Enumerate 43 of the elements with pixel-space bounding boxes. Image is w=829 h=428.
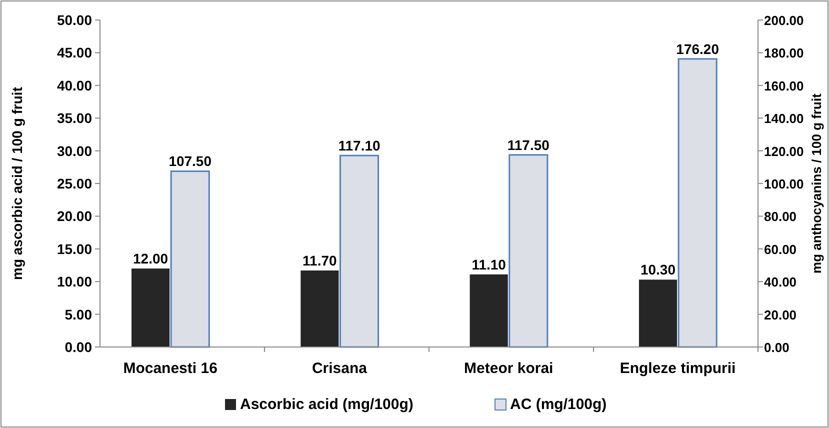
x-tick-label: Crisana [312,360,368,377]
y-tick-label: 50.00 [56,12,92,28]
x-tick-label: Mocanesti 16 [123,360,218,377]
y2-tick-label: 200.00 [764,13,804,28]
y2-tick-label: 140.00 [764,111,804,126]
y2-tick-label: 20.00 [764,307,797,322]
y-axis-title: mg ascorbic acid / 100 g fruit [9,86,25,280]
y-tick-label: 15.00 [56,240,92,257]
x-tick-label: Engleze timpurii [620,360,736,377]
bar [170,170,210,348]
y2-tick-label: 80.00 [764,209,797,224]
bar [339,154,380,348]
y-tick-label: 10.00 [56,274,92,290]
x-tick-label: Meteor korai [464,360,554,377]
y2-tick-label: 0.00 [764,340,790,355]
data-label: 11.70 [302,252,338,268]
bar [508,154,548,348]
data-label: 10.30 [640,262,676,278]
y2-tick-label: 60.00 [764,242,797,257]
data-label: 176.20 [676,40,720,57]
y-tick-label: 5.00 [64,306,92,322]
y-tick-label: 35.00 [56,110,92,126]
data-label: 117.10 [338,138,380,154]
y2-tick-label: 100.00 [764,176,804,192]
y2-axis-title: mg anthocyanins / 100 g fruit [809,92,824,274]
data-label: 107.50 [168,153,212,170]
y2-tick-label: 160.00 [764,78,804,94]
y-tick-label: 20.00 [56,208,92,224]
data-label: 117.50 [507,136,550,153]
data-label: 12.00 [133,250,168,267]
y-tick-label: 0.00 [64,339,92,355]
legend-label: Ascorbic acid (mg/100g) [240,396,414,413]
data-label: 11.10 [472,256,506,272]
y-tick-label: 30.00 [56,142,92,159]
y-tick-label: 45.00 [56,44,92,61]
bar [678,58,718,348]
bar [638,280,678,347]
legend-label: AC (mg/100g) [510,396,607,413]
y2-tick-label: 40.00 [764,274,797,290]
y2-tick-label: 120.00 [764,144,804,159]
y-tick-label: 25.00 [56,176,92,192]
y-tick-label: 40.00 [56,77,92,94]
y2-tick-label: 180.00 [764,46,804,61]
